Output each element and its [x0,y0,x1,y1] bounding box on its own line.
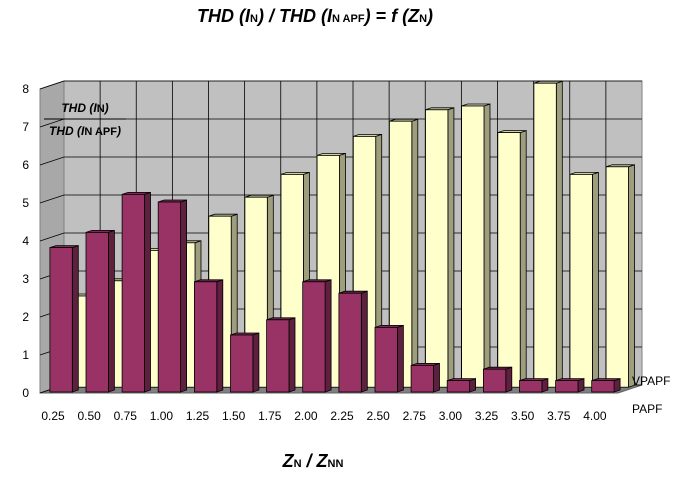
bar-papf-1.00 [157,199,188,393]
bar-papf-2.25 [338,290,368,393]
bar-papf-1.50 [230,332,260,393]
series-label-papf: PAPF [632,402,662,416]
chart-title: THD (IN) / THD (IN APF) = f (ZN) [197,6,433,26]
y-axis-title: THD (IN) THD (IN APF) [44,101,126,138]
x-tick-label: 2.00 [294,409,318,423]
x-tick-label: 1.75 [258,409,282,423]
series-label-vpapf: VPAPF [632,374,670,388]
y-tick-label: 5 [22,196,29,210]
bar-vpapf-3.50 [533,80,563,388]
x-tick-label: 2.50 [367,409,391,423]
bar-vpapf-2.50 [388,118,419,388]
x-tick-label: 3.00 [439,409,463,423]
x-tick-label: 1.50 [222,409,246,423]
x-tick-label: 3.75 [547,409,571,423]
x-tick-label: 2.75 [403,409,427,423]
x-tick-label: 3.25 [475,409,499,423]
x-tick-label: 4.00 [583,409,607,423]
y-tick-label: 8 [22,82,29,96]
x-tick-label: 1.00 [150,409,174,423]
y-tick-label: 2 [22,310,29,324]
x-tick-label: 0.50 [78,409,102,423]
bar-papf-2.50 [374,324,404,393]
x-tick-label: 2.25 [330,409,354,423]
bar-vpapf-3.25 [497,130,527,388]
bars-layer [49,80,635,393]
bar-papf-3.00 [446,378,477,393]
x-tick-label: 0.75 [114,409,138,423]
bar-papf-3.25 [482,366,513,393]
bar-papf-2.00 [302,279,332,393]
x-axis-title: ZN / ZNN [282,451,344,471]
bar-papf-4.00 [591,378,621,393]
y-tick-label: 3 [22,272,29,286]
bar-papf-2.75 [410,362,440,393]
bar-vpapf-2.75 [425,107,455,388]
bar-papf-0.75 [121,191,151,393]
h-gridline [39,80,642,90]
y-tick-label: 7 [22,120,29,134]
bar-papf-0.25 [49,245,79,393]
y-axis-title-numerator: THD (IN) [61,101,108,115]
bar-papf-1.25 [193,279,224,393]
bar-papf-3.50 [519,378,549,393]
y-tick-label: 4 [22,234,29,248]
y-axis-title-denominator: THD (IN APF) [49,124,121,138]
bar-papf-3.75 [555,378,585,393]
y-tick-label: 0 [22,386,29,400]
y-tick-label: 1 [22,348,29,362]
x-tick-label: 0.25 [41,409,65,423]
x-tick-label: 1.25 [186,409,210,423]
x-tick-label: 3.50 [511,409,535,423]
bar-vpapf-3.00 [461,103,491,388]
bar-papf-1.75 [266,317,296,393]
bar-papf-0.50 [85,229,115,393]
y-tick-label: 6 [22,158,29,172]
bar-vpapf-3.75 [569,171,599,388]
bar-vpapf-4.00 [605,164,635,388]
labels-layer: 0 1 2 3 4 5 6 7 8 0.25 0.50 0.75 1.00 1.25 1.50 1.75 2.0… [22,82,670,423]
